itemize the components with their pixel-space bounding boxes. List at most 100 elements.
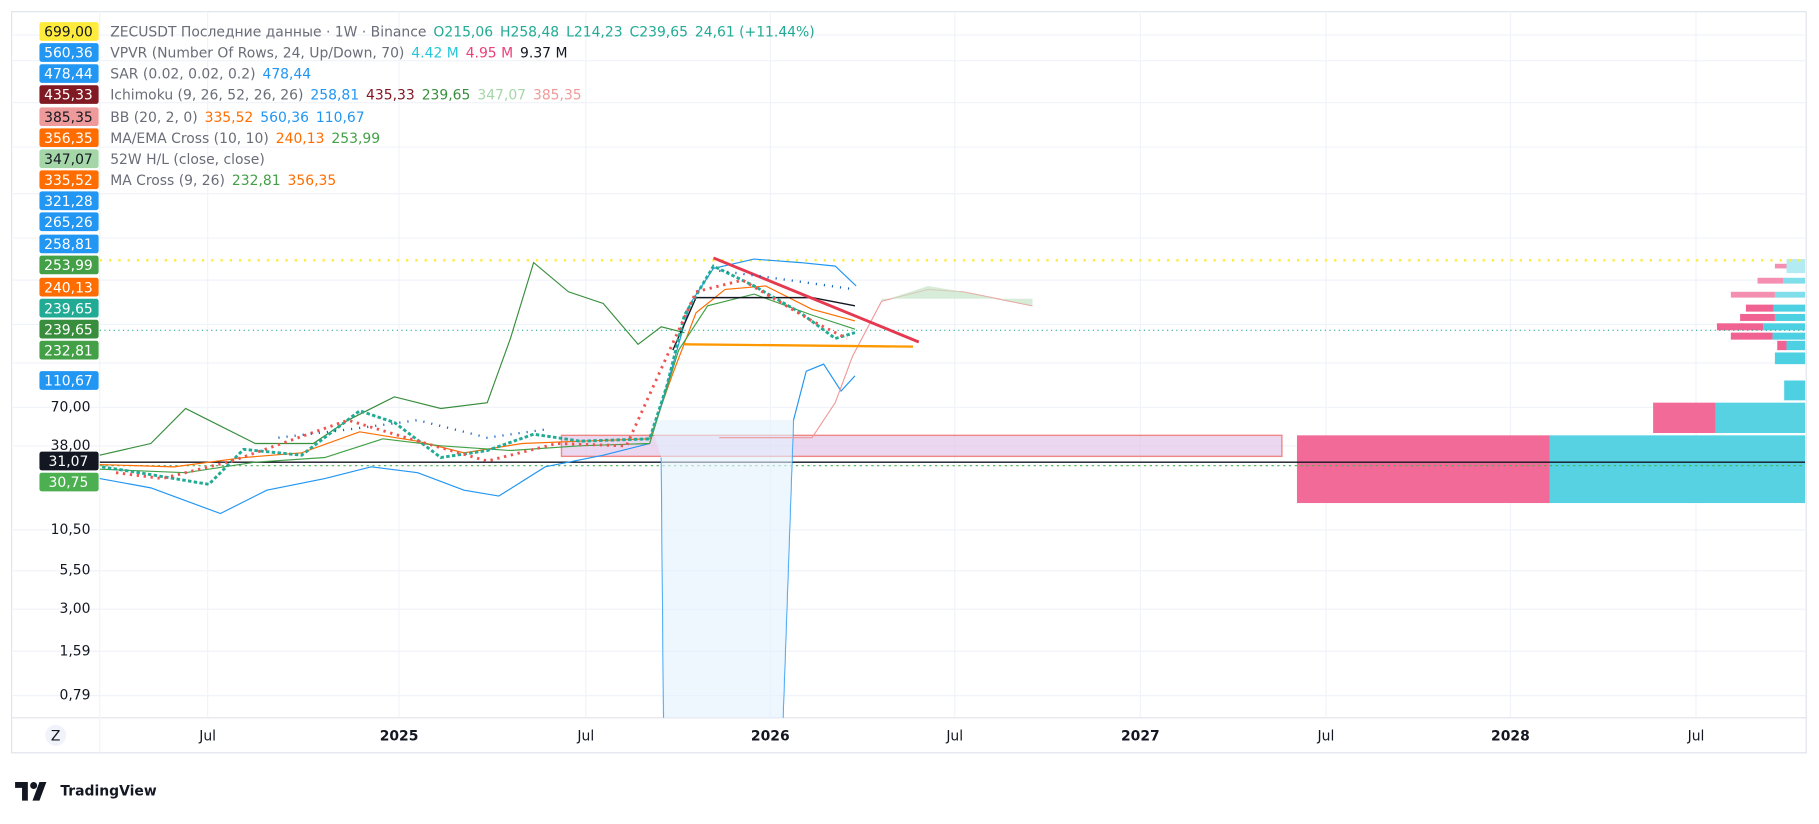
price-badge: 347,07 (39, 149, 99, 169)
legend-value: O215,06 (433, 25, 493, 41)
badge-bg (39, 128, 99, 148)
lagging-span (99, 261, 685, 456)
legend-value: 356,35 (288, 173, 337, 189)
badge-bg (39, 191, 99, 211)
brand-name: TradingView (60, 783, 156, 799)
badge-label: 253,99 (44, 258, 93, 274)
legend-value: 478,44 (262, 67, 311, 83)
legend-value: H258,48 (500, 25, 559, 41)
badge-label: 110,67 (44, 374, 93, 390)
badge-bg (39, 298, 99, 318)
badge-bg (39, 472, 99, 492)
price-badge: 30,75 (39, 472, 99, 492)
bb-fill (649, 420, 794, 718)
price-badge: 31,07 (39, 451, 99, 471)
badge-bg (39, 22, 99, 41)
brand-logo (15, 781, 47, 801)
badge-label: 321,28 (44, 194, 93, 210)
badge-bg (39, 371, 99, 390)
timezone-button[interactable]: Z (51, 728, 61, 744)
badge-bg (39, 319, 99, 339)
legend-row: BB (20, 2, 0) 335,52 560,36 110,67 (110, 110, 364, 126)
price-badge: 265,26 (39, 212, 99, 232)
x-tick-label: Jul (1687, 728, 1705, 744)
price-badge: 385,35 (39, 107, 99, 127)
badge-label: 232,81 (44, 343, 93, 359)
badge-label: 265,26 (44, 215, 93, 231)
volume-profile (1296, 259, 1806, 504)
ma-fast (99, 285, 856, 468)
legend-value: 385,35 (533, 88, 582, 104)
badge-label: 30,75 (49, 475, 89, 491)
legend-row: Ichimoku (9, 26, 52, 26, 26) 258,81 435,33… (110, 88, 581, 104)
legend-row: MA/EMA Cross (10, 10) 240,13 253,99 (110, 131, 380, 147)
price-badge: 240,13 (39, 277, 99, 297)
legend-value: 253,99 (331, 131, 380, 147)
price-badge: 253,99 (39, 255, 99, 275)
y-tick-label: 0,79 (60, 688, 91, 704)
x-tick-label: Jul (1317, 728, 1335, 744)
badge-bg (39, 149, 99, 169)
badge-label: 385,35 (44, 110, 93, 126)
x-tick-label: 2025 (380, 728, 419, 744)
legend-row: ZECUSDT Последние данные · 1W · Binance O… (110, 25, 814, 41)
price-candles-down (115, 278, 848, 481)
x-tick-label: 2027 (1121, 728, 1160, 744)
price-badge: 356,35 (39, 128, 99, 148)
legend-value: 560,36 (260, 110, 309, 126)
timezone-button-bg[interactable] (45, 724, 67, 746)
price-badge: 335,52 (39, 170, 99, 190)
price-badge: 110,67 (39, 371, 99, 390)
x-tick-label: Jul (198, 728, 216, 744)
badge-label: 258,81 (44, 237, 93, 253)
price-axis: 70,00 38,00 10,50 5,50 3,00 1,59 0,79 (51, 399, 91, 703)
badge-label: 239,65 (44, 301, 93, 317)
y-tick-label: 10,50 (51, 522, 91, 538)
badge-bg (39, 340, 99, 360)
legend-row: VPVR (Number Of Rows, 24, Up/Down, 70) 4.… (110, 46, 567, 62)
y-tick-label: 1,59 (60, 643, 91, 659)
legend-row: MA Cross (9, 26) 232,81 356,35 (110, 173, 336, 189)
legend-name: SAR (0.02, 0.02, 0.2) (110, 67, 255, 83)
legend-value: 435,33 (366, 88, 415, 104)
badge-bg (39, 277, 99, 297)
y-tick-label: 38,00 (51, 438, 91, 454)
badge-label: 560,36 (44, 46, 93, 62)
badge-label: 31,07 (49, 454, 89, 470)
legend-value: 9.37 M (520, 46, 567, 62)
legend-name: Ichimoku (9, 26, 52, 26, 26) (110, 88, 303, 104)
trend-line (712, 256, 920, 344)
price-badge: 258,81 (39, 234, 99, 254)
legend-name: MA/EMA Cross (10, 10) (110, 131, 269, 147)
legend-name: BB (20, 2, 0) (110, 110, 197, 126)
legend-value: 4.95 M (466, 46, 513, 62)
price-badge: 435,33 (39, 85, 99, 104)
x-tick-label: 2026 (751, 728, 790, 744)
legend: ZECUSDT Последние данные · 1W · Binance O… (110, 25, 814, 189)
sar (278, 269, 856, 439)
price-badge: 232,81 (39, 340, 99, 360)
badge-label: 435,33 (44, 88, 93, 104)
legend-name: 52W H/L (close, close) (110, 152, 265, 168)
price-candles (101, 264, 856, 486)
badge-label: 699,00 (44, 25, 93, 41)
badge-bg (39, 107, 99, 127)
badge-bg (39, 212, 99, 232)
badge-bg (39, 85, 99, 104)
price-badge: 239,65 (39, 298, 99, 318)
badge-label: 347,07 (44, 152, 93, 168)
legend-value: C239,65 (630, 25, 688, 41)
legend-value: 24,61 (+11.44%) (695, 25, 815, 41)
x-tick-label: 2028 (1491, 728, 1530, 744)
badge-bg (39, 43, 99, 62)
support-line (684, 343, 913, 348)
kijun (672, 296, 856, 351)
badge-bg (39, 451, 99, 471)
badge-label: 240,13 (44, 280, 93, 296)
price-badge: 321,28 (39, 191, 99, 211)
ma-slow (99, 293, 856, 474)
badge-bg (39, 170, 99, 190)
legend-row: SAR (0.02, 0.02, 0.2) 478,44 (110, 67, 311, 83)
